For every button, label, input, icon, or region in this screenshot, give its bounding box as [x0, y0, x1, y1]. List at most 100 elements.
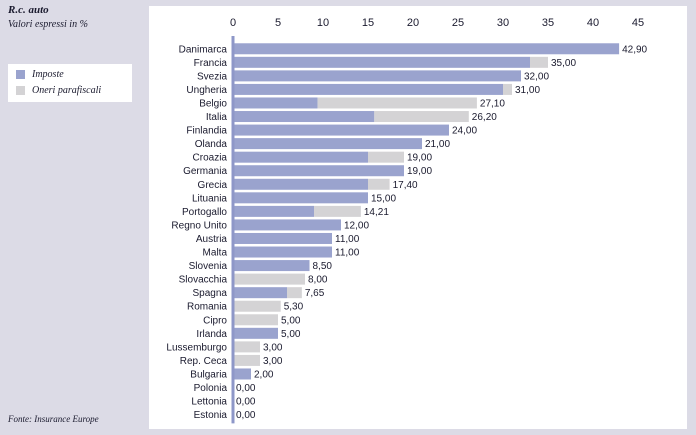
bar-imposte: [233, 219, 341, 231]
bar-imposte: [233, 246, 332, 258]
bar-imposte: [233, 97, 318, 109]
value-label: 24,00: [452, 126, 477, 137]
value-label: 19,00: [407, 166, 432, 177]
bar-imposte: [233, 138, 422, 150]
value-label: 0,00: [236, 383, 256, 394]
value-label: 8,50: [313, 261, 333, 272]
category-label: Bulgaria: [190, 369, 227, 380]
legend-swatch-imposte: [16, 70, 25, 79]
x-tick-label: 20: [407, 17, 419, 29]
value-label: 12,00: [344, 220, 369, 231]
value-label: 3,00: [263, 356, 283, 367]
category-label: Slovenia: [189, 261, 228, 272]
value-label: 3,00: [263, 342, 283, 353]
legend-swatch-oneri: [16, 86, 25, 95]
bar-oneri: [233, 314, 278, 326]
value-label: 0,00: [236, 397, 256, 408]
value-label: 2,00: [254, 369, 274, 380]
bar-imposte: [233, 368, 251, 380]
bar-imposte: [233, 327, 278, 339]
x-tick-label: 35: [542, 17, 554, 29]
category-label: Spagna: [193, 288, 228, 299]
legend-item-oneri: Oneri parafiscali: [16, 85, 101, 96]
x-tick-label: 0: [230, 17, 236, 29]
value-label: 35,00: [551, 58, 576, 69]
bar-imposte: [233, 178, 368, 190]
category-label: Lettonia: [191, 397, 227, 408]
chart-title: R.c. auto: [8, 4, 49, 16]
bar-oneri: [233, 354, 260, 366]
bar-oneri: [503, 83, 512, 95]
bar-imposte: [233, 287, 287, 299]
category-label: Lituania: [192, 193, 227, 204]
bar-oneri: [233, 273, 305, 285]
chart-source: Fonte: Insurance Europe: [8, 414, 99, 424]
value-label: 5,00: [281, 315, 301, 326]
value-label: 14,21: [364, 207, 389, 218]
bar-oneri: [368, 151, 404, 163]
bar-imposte: [233, 151, 368, 163]
bar-imposte: [233, 83, 503, 95]
value-label: 7,65: [305, 288, 325, 299]
category-label: Italia: [206, 112, 228, 123]
category-label: Romania: [187, 302, 227, 313]
legend-item-imposte: Imposte: [16, 69, 64, 80]
category-label: Cipro: [203, 315, 227, 326]
category-label: Ungheria: [186, 85, 227, 96]
bar-imposte: [233, 205, 314, 217]
value-label: 19,00: [407, 153, 432, 164]
chart-subtitle: Valori espressi in %: [8, 19, 88, 30]
category-label: Svezia: [197, 71, 227, 82]
bar-oneri: [374, 111, 469, 123]
bar-oneri: [287, 287, 302, 299]
x-tick-label: 5: [275, 17, 281, 29]
bar-imposte: [233, 192, 368, 204]
value-label: 5,30: [284, 302, 304, 313]
value-label: 21,00: [425, 139, 450, 150]
x-tick-label: 15: [362, 17, 374, 29]
legend-label-oneri: Oneri parafiscali: [32, 85, 102, 96]
category-label: Lussemburgo: [166, 342, 227, 353]
category-label: Polonia: [194, 383, 228, 394]
category-label: Slovacchia: [179, 275, 228, 286]
category-label: Regno Unito: [171, 220, 227, 231]
bar-imposte: [233, 260, 310, 272]
value-label: 27,10: [480, 98, 505, 109]
bar-imposte: [233, 111, 375, 123]
value-label: 11,00: [335, 234, 360, 245]
category-label: Estonia: [194, 410, 228, 421]
value-label: 0,00: [236, 410, 256, 421]
x-tick-label: 10: [317, 17, 329, 29]
category-label: Austria: [196, 234, 228, 245]
x-tick-label: 40: [587, 17, 599, 29]
value-label: 5,00: [281, 329, 301, 340]
value-label: 31,00: [515, 85, 540, 96]
category-label: Belgio: [199, 98, 227, 109]
x-tick-label: 45: [632, 17, 644, 29]
bar-imposte: [233, 43, 620, 55]
bar-oneri: [233, 341, 260, 353]
chart-plot-area: 0 5 10 15 20 25 30 35 40 45 Danimarca 42,90 Francia 3…: [149, 6, 687, 429]
value-label: 17,40: [393, 180, 418, 191]
bar-oneri: [233, 300, 281, 312]
bar-imposte: [233, 56, 530, 68]
category-label: Grecia: [198, 180, 228, 191]
category-label: Irlanda: [196, 329, 227, 340]
bar-imposte: [233, 124, 449, 136]
bar-imposte: [233, 70, 521, 82]
category-label: Malta: [203, 248, 228, 259]
value-label: 11,00: [335, 248, 360, 259]
value-label: 26,20: [472, 112, 497, 123]
category-label: Croazia: [193, 153, 228, 164]
category-label: Danimarca: [179, 44, 228, 55]
bar-chart: 0 5 10 15 20 25 30 35 40 45 Danimarca 42,90 Francia 3…: [166, 17, 648, 424]
bar-oneri: [368, 178, 390, 190]
bar-oneri: [530, 56, 548, 68]
category-label: Francia: [194, 58, 228, 69]
x-tick-label: 30: [497, 17, 509, 29]
category-label: Finlandia: [186, 126, 227, 137]
category-label: Germania: [183, 166, 227, 177]
bar-imposte: [233, 232, 332, 244]
bar-oneri: [314, 205, 361, 217]
chart-legend: Imposte Oneri parafiscali: [8, 64, 132, 102]
